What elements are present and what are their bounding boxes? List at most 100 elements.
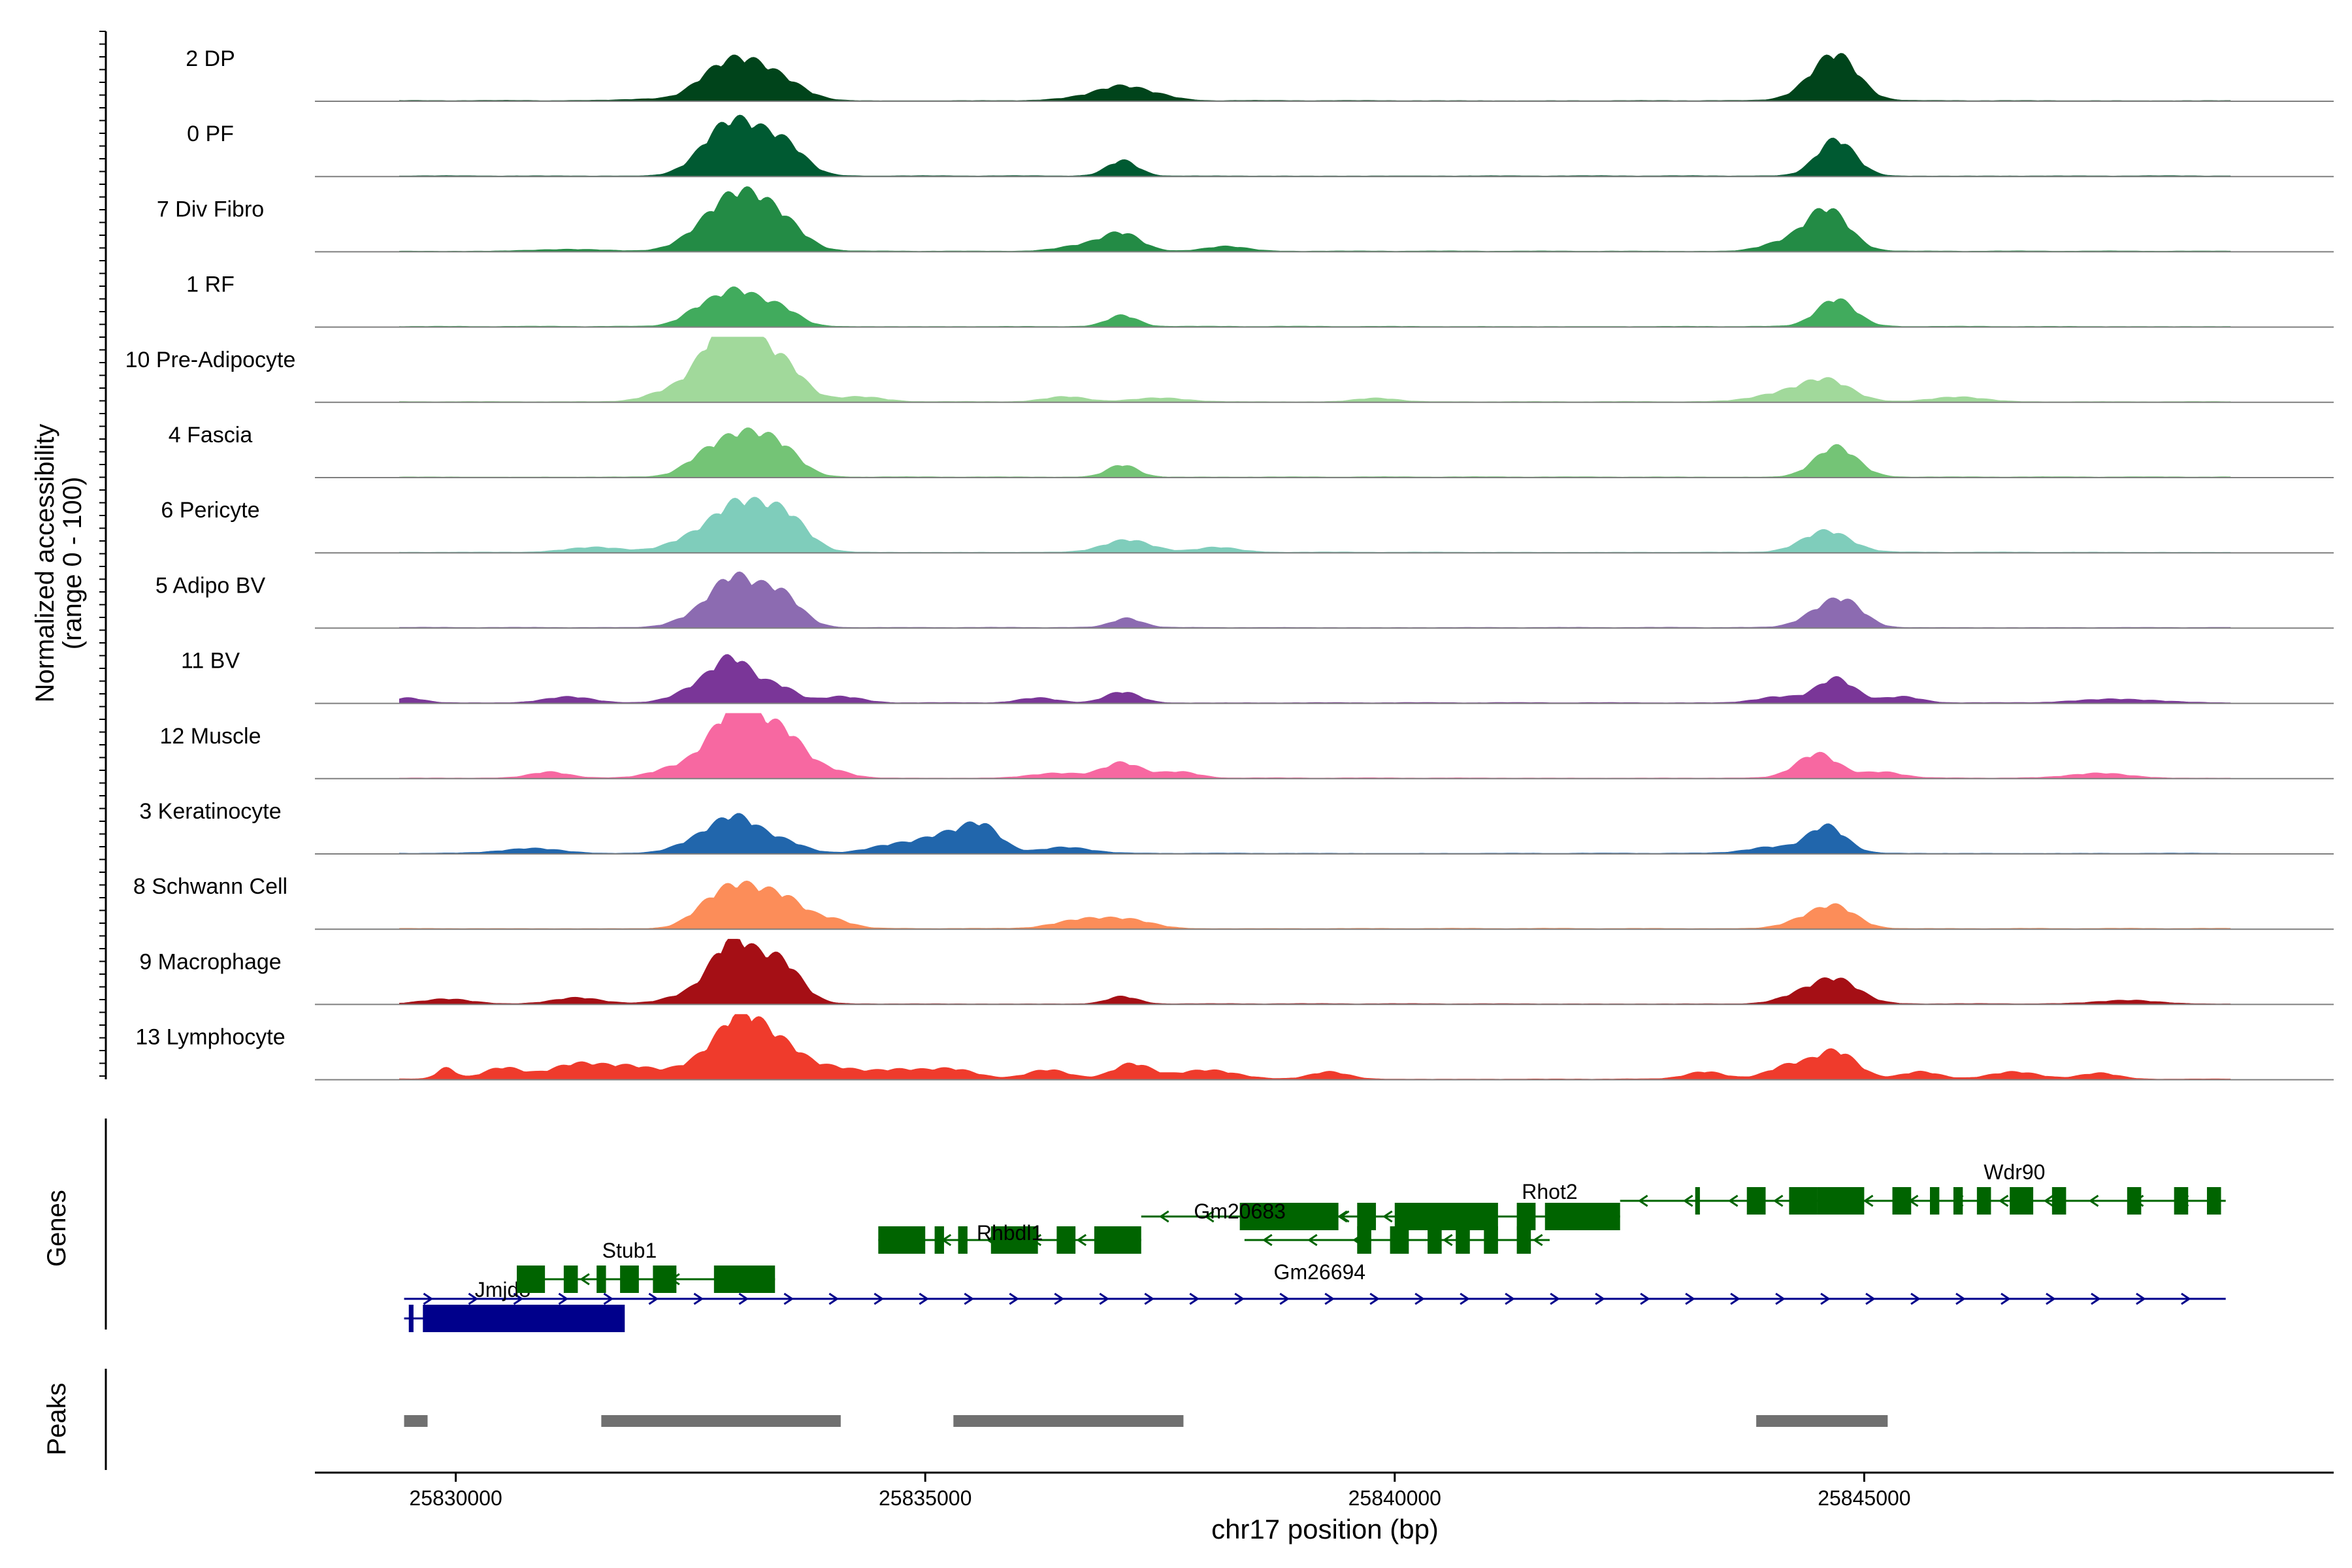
gene-rhbdl1: Rhbdl1 [878,1221,1141,1254]
strand-arrow [1382,1210,1393,1223]
gene-wdr90: Wdr90 [1620,1160,2226,1215]
exon [1428,1226,1442,1254]
strand-arrow [1324,1292,1335,1305]
strand-arrow [513,1292,524,1305]
exon [1516,1203,1536,1230]
strand-arrow [1637,1194,1648,1207]
track-10-pre-adipocyte: 10 Pre-Adipocyte [125,336,2334,403]
track-2-dp: 2 DP [186,46,2334,102]
strand-arrow [558,1292,569,1305]
strand-arrow [423,1292,434,1305]
gene-rhot2: Rhot2 [1319,1180,1620,1230]
exon [1544,1203,1620,1230]
strand-arrow [1203,1210,1215,1223]
y-axis-sublabel: (range 0 - 100) [58,477,87,650]
peak-region [404,1415,428,1427]
strand-arrow [2043,1194,2054,1207]
strand-arrow [738,1292,749,1305]
exon [1817,1187,1865,1215]
track-label: 12 Muscle [160,724,261,749]
strand-arrow [1998,1194,2009,1207]
peak-region [1756,1415,1888,1427]
exon [1695,1187,1700,1215]
coverage-area [399,114,2231,177]
strand-arrow [1369,1292,1380,1305]
exon [517,1266,546,1293]
gene-label: Wdr90 [1984,1160,2045,1184]
strand-arrow [1076,1233,1087,1247]
track-1-rf: 1 RF [186,272,2334,328]
exon [1394,1203,1498,1230]
gene-label: Gm20683 [1194,1200,1286,1223]
coverage-area [399,186,2231,252]
coverage-area [399,880,2231,930]
strand-arrow [468,1292,479,1305]
track-5-adipo-bv: 5 Adipo BV [155,571,2334,629]
strand-arrow [1955,1292,1966,1305]
strand-arrow [2091,1292,2101,1305]
strand-arrow [1595,1292,1605,1305]
strand-arrow [1337,1210,1348,1223]
coverage-area [399,286,2231,327]
x-tick-label: 25835000 [879,1486,972,1510]
exon [1892,1187,1912,1215]
strand-arrow [1307,1233,1318,1247]
strand-arrow [1144,1292,1154,1305]
strand-arrow [1685,1292,1695,1305]
exon [2010,1187,2034,1215]
strand-arrow [1863,1194,1874,1207]
gene-gm26694: Gm26694 [1244,1226,1550,1284]
track-label: 7 Div Fibro [157,197,264,221]
strand-arrow [1640,1292,1650,1305]
strand-arrow [1262,1233,1273,1247]
strand-arrow [1772,1194,1784,1207]
exon [1516,1226,1531,1254]
exon [1056,1226,1076,1254]
exon [958,1226,968,1254]
exon [713,1266,776,1293]
exon [1357,1226,1371,1254]
exon [1930,1187,1940,1215]
exon [1484,1226,1498,1254]
exon [2174,1187,2189,1215]
gene-label: Stub1 [602,1239,657,1262]
exon [653,1266,677,1293]
x-tick-label: 25830000 [409,1486,502,1510]
strand-arrow [1234,1292,1245,1305]
strand-arrow [1158,1210,1169,1223]
coverage-area [399,497,2231,553]
track-label: 2 DP [186,46,235,71]
exon [1976,1187,1991,1215]
y-axis-label: Normalized accessibility [31,424,59,703]
peaks-panel-label: Peaks [42,1382,71,1455]
strand-arrow [2046,1292,2056,1305]
strand-arrow [1820,1292,1831,1305]
track-label: 3 Keratinocyte [139,799,281,824]
coverage-area [399,813,2231,855]
strand-arrow [1550,1292,1560,1305]
track-label: 4 Fascia [169,423,253,448]
x-axis-ticks: 25830000 25835000 25840000 25845000 [409,1473,1911,1510]
x-axis-label: chr17 position (bp) [1211,1514,1439,1544]
strand-arrow [874,1292,885,1305]
track-8-schwann-cell: 8 Schwann Cell [133,874,2334,930]
exon [1357,1203,1377,1230]
track-label: 8 Schwann Cell [133,874,287,899]
exon [934,1226,944,1254]
exon [2206,1187,2221,1215]
strand-arrow [1414,1292,1425,1305]
exon [1953,1187,1963,1215]
gene-label: Rhot2 [1522,1180,1577,1203]
track-11-bv: 11 BV [181,649,2334,704]
exon [620,1266,639,1293]
strand-arrow [1054,1292,1064,1305]
track-0-pf: 0 PF [187,114,2334,178]
strand-arrow [693,1292,704,1305]
coverage-area [399,939,2231,1005]
strand-arrow [919,1292,930,1305]
strand-arrow [603,1292,614,1305]
strand-arrow [1910,1292,1921,1305]
strand-arrow [964,1292,975,1305]
track-3-keratinocyte: 3 Keratinocyte [139,799,2334,855]
genes-panel-label: Genes [42,1190,71,1267]
